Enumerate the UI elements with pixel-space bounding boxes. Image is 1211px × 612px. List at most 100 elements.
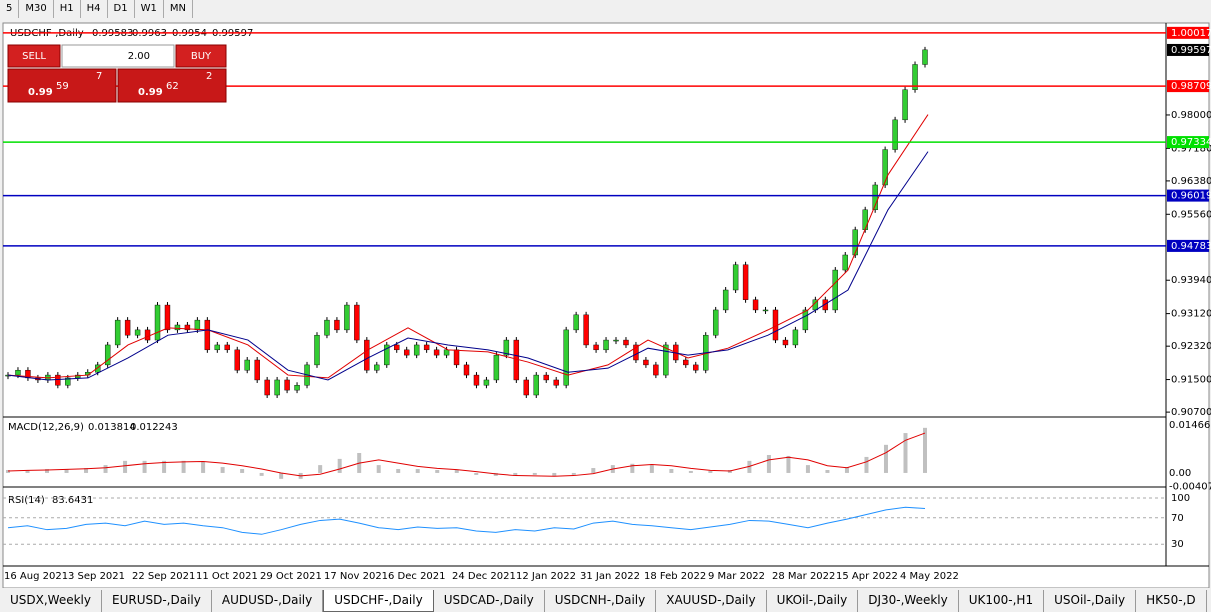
candle-body xyxy=(623,339,629,346)
macd-bar xyxy=(630,463,635,473)
lot-value: 2.00 xyxy=(128,51,150,62)
timeframe-button[interactable]: M30 xyxy=(19,0,54,18)
candle-body xyxy=(144,329,151,341)
macd-bar xyxy=(688,470,693,473)
candle-body xyxy=(403,349,410,356)
chart-tab[interactable]: USDX,Weekly xyxy=(0,590,102,612)
macd-signal-line xyxy=(7,432,926,477)
x-tick-label: 3 Sep 2021 xyxy=(68,571,125,582)
macd-bar xyxy=(142,460,147,473)
macd-bar xyxy=(84,468,89,473)
buy-button[interactable] xyxy=(175,44,227,68)
candle-body xyxy=(882,149,888,186)
candle-body xyxy=(742,264,749,300)
level-label: 0.94783 xyxy=(1171,241,1211,252)
candle-body xyxy=(75,374,81,379)
chart-tab[interactable]: DJ30-,Weekly xyxy=(858,590,959,612)
candle-body xyxy=(254,359,260,381)
macd-main: 0.013814 xyxy=(88,422,136,433)
chart-tab[interactable]: XAUUSD-,Daily xyxy=(656,590,767,612)
x-tick-label: 22 Sep 2021 xyxy=(132,571,195,582)
candle-body xyxy=(922,49,928,65)
ask-big: 0.99 xyxy=(138,87,163,98)
buy-label: BUY xyxy=(191,51,212,62)
candle-body xyxy=(134,329,141,336)
macd-bar xyxy=(864,456,869,473)
candle-body xyxy=(463,364,470,376)
chart-tab[interactable]: USOil-,Daily xyxy=(1044,590,1137,612)
candle-body xyxy=(364,339,370,371)
candle-body xyxy=(284,379,290,391)
candle-body xyxy=(553,379,559,386)
candle-body xyxy=(443,349,450,356)
macd-bar xyxy=(708,470,713,473)
chart-tab[interactable]: EURUSD-,Daily xyxy=(102,590,212,612)
x-tick-label: 16 Aug 2021 xyxy=(4,571,68,582)
timeframe-button[interactable]: H1 xyxy=(54,0,81,18)
candle-body xyxy=(334,319,340,331)
candle-body xyxy=(782,339,789,346)
chart-tab[interactable]: USDCHF-,Daily xyxy=(323,590,434,612)
sell-button[interactable] xyxy=(7,44,61,68)
rsi-label: RSI(14) xyxy=(8,495,45,506)
chart-tab[interactable]: USDCAD-,Daily xyxy=(434,590,545,612)
candle-body xyxy=(473,374,480,386)
candle-body xyxy=(194,319,201,331)
macd-bar xyxy=(6,470,10,473)
candle-body xyxy=(912,64,918,90)
ask-box xyxy=(117,68,227,103)
macd-bar xyxy=(337,458,342,473)
timeframe-button[interactable]: 5 xyxy=(0,0,20,18)
y-tick-label: 0.014666 xyxy=(1169,420,1211,431)
candle-body xyxy=(653,364,659,376)
x-tick-label: 15 Apr 2022 xyxy=(836,571,898,582)
y-tick-label: 0.96380 xyxy=(1171,176,1211,187)
macd-bar xyxy=(376,465,381,473)
y-tick-label: 0.97180 xyxy=(1171,143,1211,154)
level-label: 0.97334 xyxy=(1171,137,1211,148)
candle-body xyxy=(294,385,300,391)
candle-body xyxy=(453,349,460,366)
macd-bar xyxy=(454,470,459,473)
macd-bar xyxy=(766,454,771,473)
candle-body xyxy=(433,349,440,356)
macd-bar xyxy=(903,433,908,473)
x-tick-label: 24 Dec 2021 xyxy=(452,571,516,582)
candle-body xyxy=(573,314,579,331)
candle-body xyxy=(394,344,400,351)
macd-bar xyxy=(181,460,186,473)
chart-tab[interactable]: USDCNH-,Daily xyxy=(545,590,657,612)
timeframe-button[interactable]: MN xyxy=(164,0,193,18)
candle-body xyxy=(214,344,221,351)
candle-body xyxy=(842,254,848,271)
macd-bar xyxy=(240,469,245,473)
timeframe-button[interactable]: D1 xyxy=(108,0,135,18)
timeframe-button[interactable]: H4 xyxy=(81,0,108,18)
chart-tab[interactable]: HK50-,D xyxy=(1136,590,1207,612)
y-tick-label: 0.98000 xyxy=(1171,110,1211,121)
x-tick-label: 6 Dec 2021 xyxy=(388,571,446,582)
candle-body xyxy=(274,379,280,396)
lot-input[interactable] xyxy=(61,44,175,68)
candle-body xyxy=(613,339,619,342)
chart-tab[interactable]: AUDUSD-,Daily xyxy=(212,590,324,612)
macd-bar xyxy=(435,470,440,473)
candle-body xyxy=(493,354,500,381)
sell-label: SELL xyxy=(22,51,46,62)
timeframe-button[interactable]: W1 xyxy=(135,0,164,18)
candle-body xyxy=(663,344,669,376)
x-tick-label: 31 Jan 2022 xyxy=(580,571,640,582)
candle-body xyxy=(164,304,171,331)
level-label-bg xyxy=(1167,26,1209,39)
candle-body xyxy=(732,264,739,291)
macd-bar xyxy=(396,469,401,473)
macd-bar xyxy=(825,470,830,473)
macd-bar xyxy=(591,468,596,473)
chart-tab[interactable]: UK100-,H1 xyxy=(959,590,1045,612)
level-label: 1.00017 xyxy=(1171,28,1211,39)
chart-tab[interactable]: UKOil-,Daily xyxy=(767,590,859,612)
macd-bar xyxy=(220,467,225,473)
y-tick-label: 0.93940 xyxy=(1171,275,1211,286)
bid-frac: 7 xyxy=(96,71,102,82)
moving-average xyxy=(7,151,929,381)
